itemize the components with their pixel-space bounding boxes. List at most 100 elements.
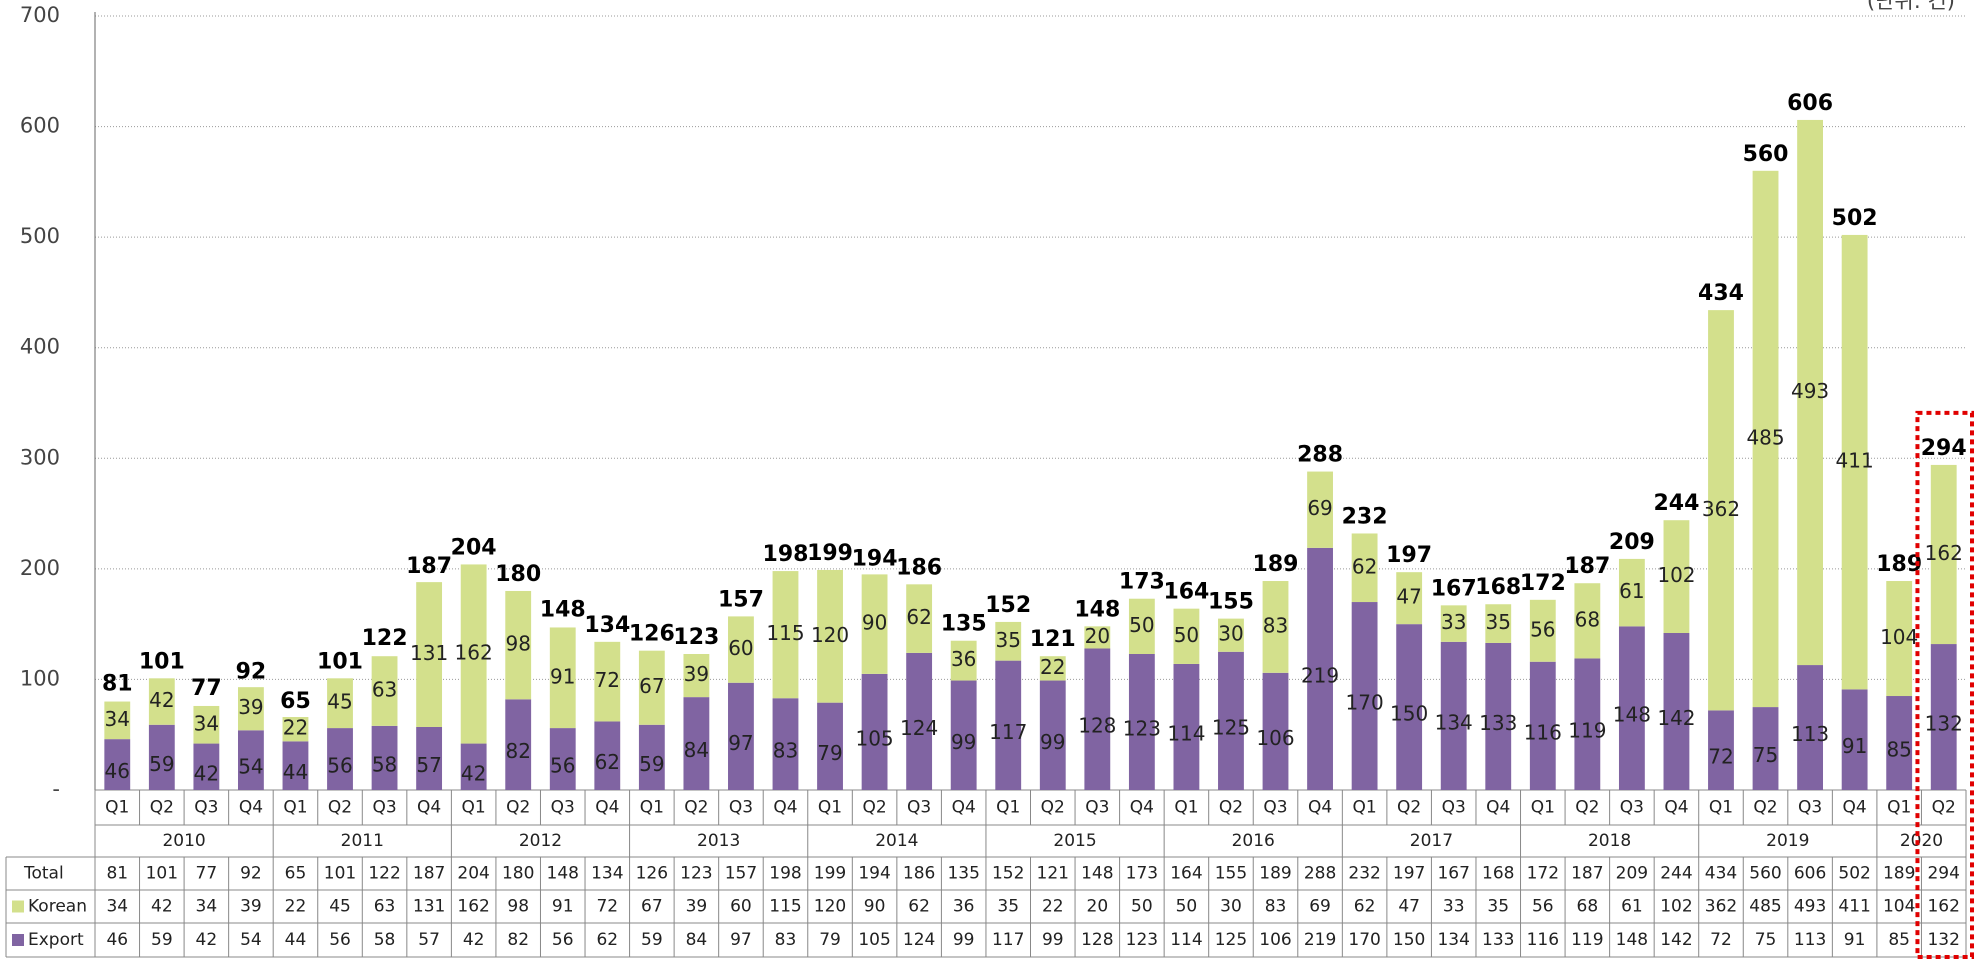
total-label: 244: [1653, 491, 1699, 516]
bar-korean: [594, 641, 621, 722]
table-cell: 42: [196, 930, 218, 950]
bar-export: [549, 728, 576, 790]
data-label: 83: [1263, 613, 1288, 637]
table-cell: 168: [1482, 864, 1514, 884]
data-label: 98: [505, 632, 530, 656]
bar-korean: [460, 564, 487, 744]
total-label: 232: [1342, 504, 1388, 529]
bar-export: [1128, 653, 1155, 790]
data-label: 22: [1040, 655, 1065, 679]
total-label: 65: [280, 689, 311, 714]
table-cell: 59: [151, 930, 173, 950]
table-cell: 133: [1482, 930, 1514, 950]
x-tick-label: Q3: [1085, 798, 1109, 818]
data-label: 115: [766, 621, 804, 645]
table-cell: 134: [1437, 930, 1469, 950]
data-label: 162: [455, 640, 493, 664]
table-cell: 50: [1131, 897, 1153, 917]
data-label: 61: [1619, 579, 1644, 603]
bar-export: [1351, 602, 1378, 790]
table-cell: 150: [1393, 930, 1425, 950]
data-label: 90: [862, 611, 887, 635]
bar-export: [416, 726, 443, 790]
data-label: 67: [639, 674, 664, 698]
table-cell: 99: [1042, 930, 1064, 950]
bar-export: [1440, 641, 1467, 790]
data-label: 120: [811, 623, 849, 647]
data-label: 50: [1174, 623, 1199, 647]
table-cell: 120: [814, 897, 846, 917]
x-tick-label: Q2: [684, 798, 708, 818]
data-label: 34: [105, 707, 130, 731]
table-cell: 22: [285, 897, 307, 917]
table-cell: 288: [1304, 864, 1336, 884]
data-label: 102: [1657, 563, 1695, 587]
table-cell: 114: [1170, 930, 1202, 950]
bar-korean: [505, 590, 532, 700]
data-label: 132: [1925, 712, 1963, 736]
bar-korean: [193, 705, 220, 744]
table-cell: 20: [1087, 897, 1109, 917]
total-label: 606: [1787, 91, 1833, 116]
x-tick-label: Q4: [595, 798, 619, 818]
year-label: 2015: [1053, 831, 1096, 851]
data-label: 33: [1441, 610, 1466, 634]
data-label: 219: [1301, 663, 1339, 687]
bar-korean: [772, 571, 799, 699]
table-cell: 162: [1927, 897, 1959, 917]
data-label: 99: [1040, 730, 1065, 754]
table-cell: 106: [1259, 930, 1291, 950]
x-tick-label: Q1: [1709, 798, 1733, 818]
total-label: 101: [139, 649, 185, 674]
table-cell: 189: [1259, 864, 1291, 884]
x-tick-label: Q1: [1887, 798, 1911, 818]
table-cell: 128: [1081, 930, 1113, 950]
table-cell: 56: [552, 930, 574, 950]
table-cell: 167: [1437, 864, 1469, 884]
data-label: 57: [416, 753, 441, 777]
y-tick-label: 500: [20, 224, 60, 248]
data-label: 75: [1753, 743, 1778, 767]
data-label: 142: [1657, 706, 1695, 730]
table-cell: 105: [858, 930, 890, 950]
bar-export: [104, 739, 131, 790]
table-cell: 148: [547, 864, 579, 884]
x-tick-label: Q4: [1308, 798, 1332, 818]
unit-note: (단위: 건): [1867, 0, 1955, 13]
table-cell: 135: [947, 864, 979, 884]
total-label: 434: [1698, 281, 1744, 306]
bar-export: [906, 652, 933, 790]
table-cell: 197: [1393, 864, 1425, 884]
bar-korean: [950, 640, 977, 681]
data-label: 22: [283, 716, 308, 740]
table-cell: 91: [1844, 930, 1866, 950]
data-label: 36: [951, 647, 976, 671]
data-label: 34: [194, 711, 219, 735]
x-tick-label: Q3: [907, 798, 931, 818]
x-tick-label: Q1: [640, 798, 664, 818]
total-label: 560: [1743, 142, 1789, 167]
table-cell: 83: [775, 930, 797, 950]
table-cell: 121: [1037, 864, 1069, 884]
data-label: 116: [1524, 720, 1562, 744]
table-cell: 142: [1660, 930, 1692, 950]
x-tick-label: Q4: [239, 798, 263, 818]
total-label: 126: [629, 622, 675, 647]
total-label: 167: [1431, 576, 1477, 601]
table-cell: 61: [1621, 897, 1643, 917]
data-label: 62: [906, 605, 931, 629]
table-cell: 162: [457, 897, 489, 917]
table-cell: 244: [1660, 864, 1692, 884]
data-label: 68: [1575, 607, 1600, 631]
bar-export: [995, 660, 1022, 790]
table-cell: 34: [196, 897, 218, 917]
bar-export: [728, 682, 754, 790]
y-tick-label: 400: [20, 335, 60, 359]
x-tick-label: Q3: [372, 798, 396, 818]
total-label: 209: [1609, 530, 1655, 555]
total-label: 77: [191, 676, 222, 701]
table-cell: 90: [864, 897, 886, 917]
data-label: 106: [1256, 726, 1294, 750]
table-cell: 99: [953, 930, 975, 950]
